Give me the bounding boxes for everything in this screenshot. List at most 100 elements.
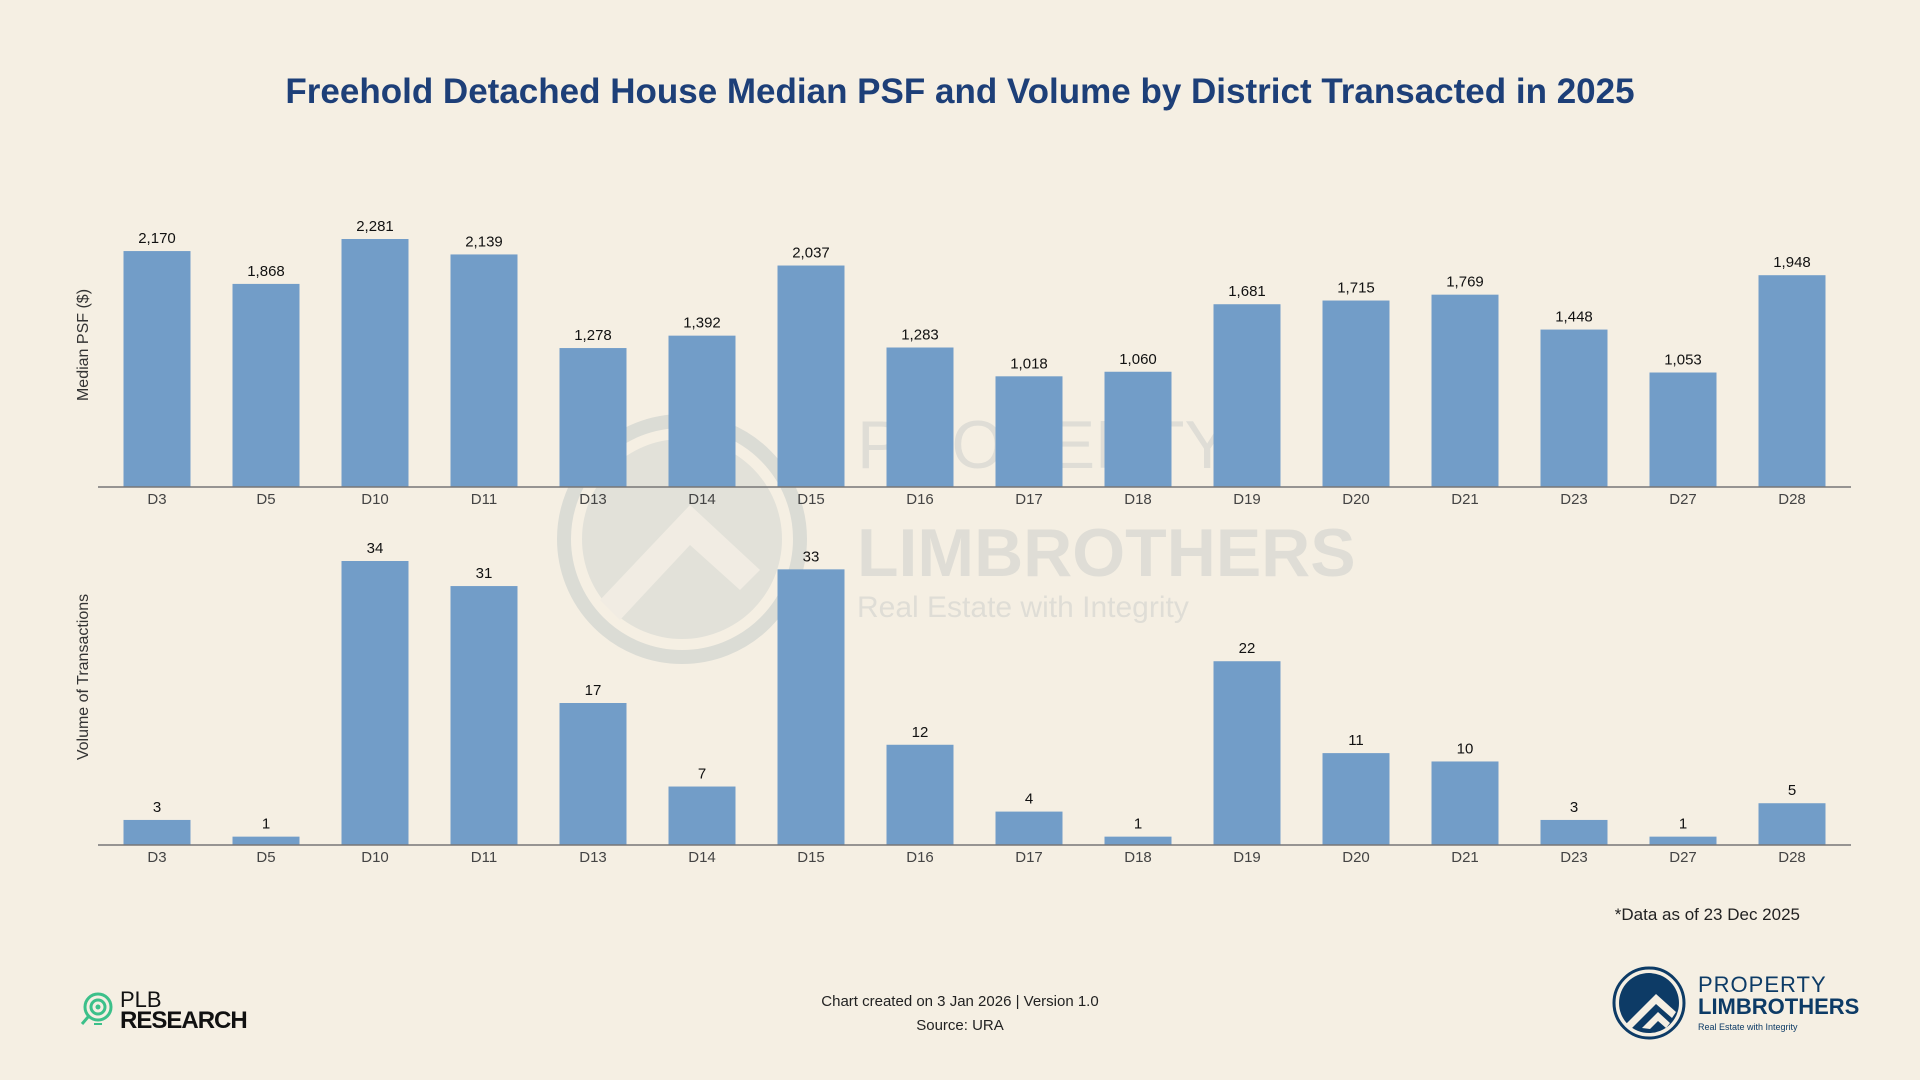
bar-D28 xyxy=(1758,803,1826,845)
data-label: 1,769 xyxy=(1446,274,1484,291)
category-label: D11 xyxy=(471,849,497,866)
bar-D27 xyxy=(1649,836,1717,845)
bar-D13 xyxy=(559,348,627,487)
data-label: 22 xyxy=(1239,640,1256,657)
bar-D3 xyxy=(123,251,191,487)
category-label: D13 xyxy=(579,491,607,508)
category-label: D28 xyxy=(1778,849,1806,866)
chart-title: Freehold Detached House Median PSF and V… xyxy=(285,72,1635,111)
data-label: 1,283 xyxy=(901,327,939,344)
category-label: D17 xyxy=(1015,849,1043,866)
footnote: *Data as of 23 Dec 2025 xyxy=(1614,905,1800,924)
magnifier-bulb-icon xyxy=(80,992,113,1025)
data-label: 7 xyxy=(698,766,706,783)
bar-D15 xyxy=(777,569,845,845)
data-label: 1 xyxy=(1679,816,1687,833)
data-label: 34 xyxy=(367,540,384,557)
y-axis-label: Volume of Transactions xyxy=(75,594,92,760)
bar-D19 xyxy=(1213,304,1281,487)
category-label: D14 xyxy=(688,491,716,508)
bar-D21 xyxy=(1431,294,1499,487)
data-label: 1 xyxy=(1134,816,1142,833)
data-label: 1,060 xyxy=(1119,351,1157,368)
data-label: 1,018 xyxy=(1010,355,1048,372)
bar-D28 xyxy=(1758,275,1826,487)
volume-chart: 3D31D534D1031D1117D137D1433D1512D164D171… xyxy=(75,540,1851,866)
bar-D3 xyxy=(123,819,191,845)
logo-right-line2: LIMBROTHERS xyxy=(1698,994,1860,1019)
data-label: 11 xyxy=(1348,732,1364,749)
category-label: D14 xyxy=(688,849,716,866)
category-label: D28 xyxy=(1778,491,1806,508)
category-label: D10 xyxy=(361,491,389,508)
data-label: 31 xyxy=(476,565,493,582)
category-label: D27 xyxy=(1669,849,1697,866)
data-label: 1,278 xyxy=(574,327,612,344)
logo-left-line2: RESEARCH xyxy=(120,1007,248,1034)
category-label: D10 xyxy=(361,849,389,866)
watermark: PROPERTY LIMBROTHERS Real Estate with In… xyxy=(557,407,1356,664)
bar-D17 xyxy=(995,376,1063,487)
property-limbrothers-logo: PROPERTY LIMBROTHERS Real Estate with In… xyxy=(1612,966,1859,1040)
category-label: D5 xyxy=(256,491,275,508)
bar-D5 xyxy=(232,836,300,845)
data-label: 1,392 xyxy=(683,315,721,332)
category-label: D18 xyxy=(1124,491,1152,508)
bar-D11 xyxy=(450,586,518,845)
category-label: D21 xyxy=(1451,491,1479,508)
data-label: 3 xyxy=(153,799,161,816)
bar-D13 xyxy=(559,703,627,845)
data-label: 1,448 xyxy=(1555,309,1593,326)
data-label: 4 xyxy=(1025,791,1033,808)
data-label: 3 xyxy=(1570,799,1578,816)
bar-D18 xyxy=(1104,371,1172,487)
category-label: D21 xyxy=(1451,849,1479,866)
psf-chart: 2,170 D3 1,868 D5 2,281 D10 2,139 D11 1,278 D13 1,… xyxy=(75,218,1851,508)
bar-D18 xyxy=(1104,836,1172,845)
data-label: 33 xyxy=(803,548,820,565)
category-label: D15 xyxy=(797,491,825,508)
bar-D14 xyxy=(668,335,736,487)
bar-D15 xyxy=(777,265,845,487)
watermark-line2: LIMBROTHERS xyxy=(857,515,1356,591)
data-label: 1,053 xyxy=(1664,352,1702,369)
limbrothers-roof-icon xyxy=(1612,966,1686,1040)
logo-right-line3: Real Estate with Integrity xyxy=(1698,1022,1798,1032)
category-label: D17 xyxy=(1015,491,1043,508)
category-label: D27 xyxy=(1669,491,1697,508)
category-label: D3 xyxy=(147,491,166,508)
logo-left-line1: PLB xyxy=(120,987,162,1012)
bar-D11 xyxy=(450,254,518,487)
category-label: D20 xyxy=(1342,491,1370,508)
bar-D10 xyxy=(341,239,409,487)
data-label: 2,139 xyxy=(465,233,503,250)
data-label: 1,868 xyxy=(247,263,285,280)
logo-right-line1: PROPERTY xyxy=(1698,972,1827,997)
plb-research-logo: PLB RESEARCH xyxy=(80,987,248,1034)
bar-D14 xyxy=(668,786,736,845)
data-label: 1 xyxy=(262,816,270,833)
bar-D20 xyxy=(1322,753,1390,845)
bar-D23 xyxy=(1540,819,1608,845)
data-label: 1,715 xyxy=(1337,280,1375,297)
bar-D23 xyxy=(1540,329,1608,487)
bar-D10 xyxy=(341,561,409,845)
category-label: D3 xyxy=(147,849,166,866)
bar-D17 xyxy=(995,811,1063,845)
bar-D16 xyxy=(886,744,954,845)
watermark-line3: Real Estate with Integrity xyxy=(857,591,1189,624)
category-label: D13 xyxy=(579,849,607,866)
created-note: Chart created on 3 Jan 2026 | Version 1.… xyxy=(821,993,1099,1010)
category-label: D19 xyxy=(1233,849,1261,866)
data-label: 1,681 xyxy=(1228,283,1266,300)
category-label: D5 xyxy=(256,849,275,866)
category-label: D16 xyxy=(906,491,934,508)
bar-D16 xyxy=(886,347,954,487)
data-label: 2,281 xyxy=(356,218,394,235)
data-label: 2,037 xyxy=(792,245,830,262)
data-label: 10 xyxy=(1457,740,1474,757)
watermark-roof-icon xyxy=(600,505,760,620)
category-label: D11 xyxy=(471,491,497,508)
data-label: 1,948 xyxy=(1773,254,1811,271)
